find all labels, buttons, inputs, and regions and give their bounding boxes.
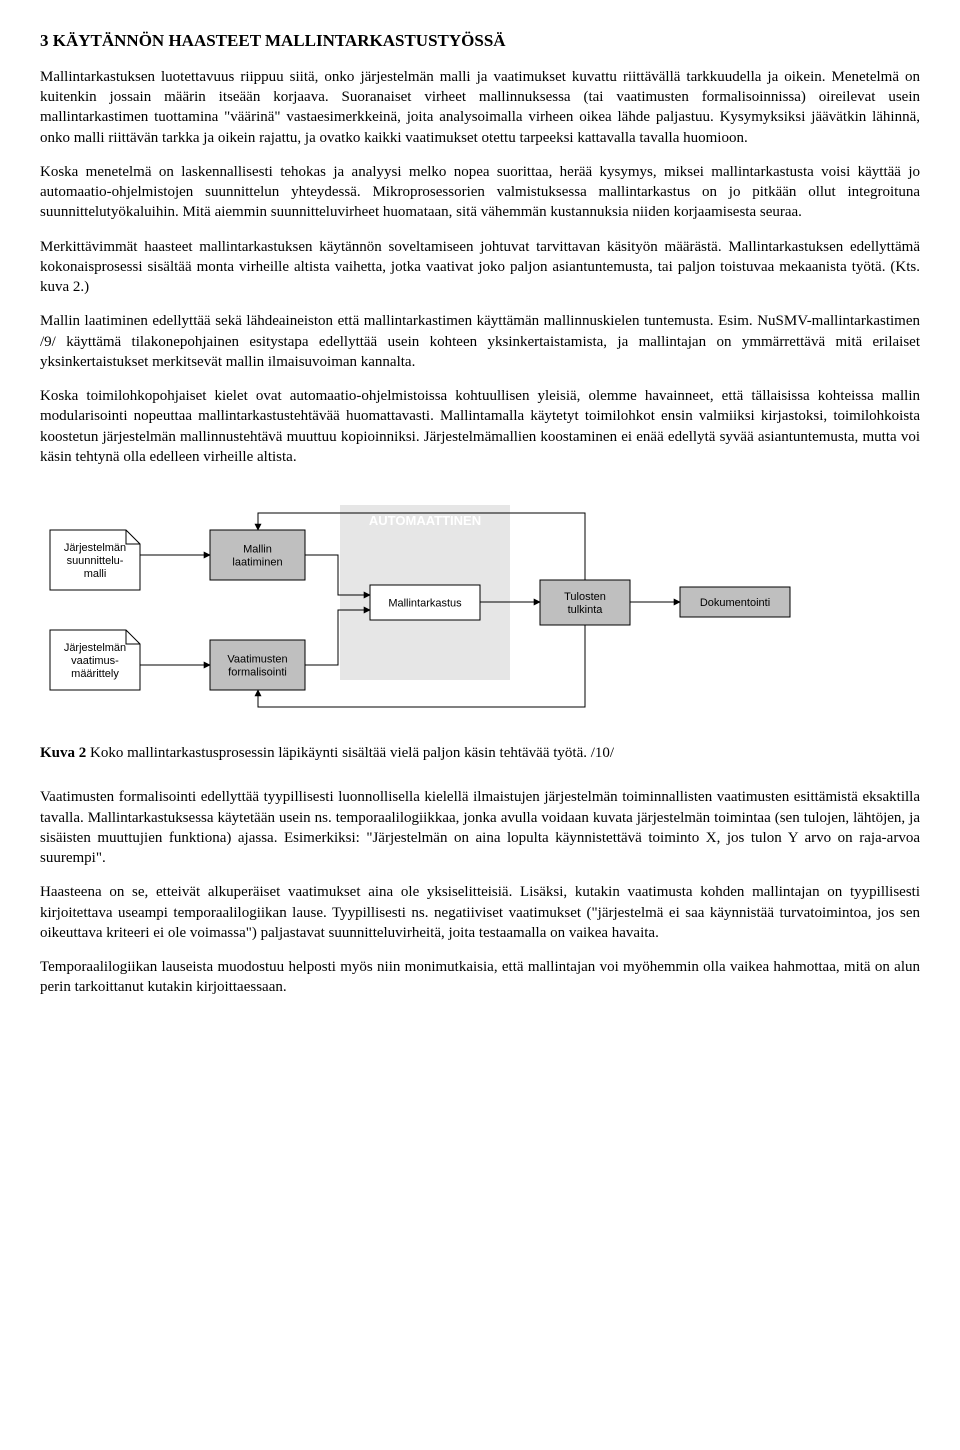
svg-text:määrittely: määrittely bbox=[71, 668, 119, 680]
svg-text:Tulosten: Tulosten bbox=[564, 591, 606, 603]
process-diagram: AUTOMAATTINENJärjestelmänsuunnittelu-mal… bbox=[40, 495, 920, 725]
figure-caption-text: Koko mallintarkastusprosessin läpikäynti… bbox=[86, 745, 614, 761]
paragraph: Mallintarkastuksen luotettavuus riippuu … bbox=[40, 67, 920, 148]
figure-label: Kuva 2 bbox=[40, 745, 86, 761]
svg-text:suunnittelu-: suunnittelu- bbox=[67, 555, 124, 567]
paragraph: Mallin laatiminen edellyttää sekä lähdea… bbox=[40, 311, 920, 372]
svg-text:Dokumentointi: Dokumentointi bbox=[700, 597, 770, 609]
svg-text:Järjestelmän: Järjestelmän bbox=[64, 642, 126, 654]
paragraph: Temporaalilogiikan lauseista muodostuu h… bbox=[40, 957, 920, 998]
section-heading: 3 KÄYTÄNNÖN HAASTEET MALLINTARKASTUSTYÖS… bbox=[40, 30, 920, 53]
svg-text:laatiminen: laatiminen bbox=[232, 557, 282, 569]
paragraph: Haasteena on se, etteivät alkuperäiset v… bbox=[40, 882, 920, 943]
paragraph: Koska toimilohkopohjaiset kielet ovat au… bbox=[40, 386, 920, 467]
svg-text:tulkinta: tulkinta bbox=[568, 604, 604, 616]
paragraph: Vaatimusten formalisointi edellyttää tyy… bbox=[40, 787, 920, 868]
svg-text:formalisointi: formalisointi bbox=[228, 667, 287, 679]
svg-text:Mallin: Mallin bbox=[243, 544, 272, 556]
svg-text:AUTOMAATTINEN: AUTOMAATTINEN bbox=[369, 513, 481, 528]
svg-text:Vaatimusten: Vaatimusten bbox=[227, 654, 287, 666]
svg-text:Järjestelmän: Järjestelmän bbox=[64, 542, 126, 554]
paragraph: Koska menetelmä on laskennallisesti teho… bbox=[40, 162, 920, 223]
svg-text:Mallintarkastus: Mallintarkastus bbox=[388, 598, 462, 610]
svg-text:malli: malli bbox=[84, 568, 107, 580]
figure-caption: Kuva 2 Koko mallintarkastusprosessin läp… bbox=[40, 743, 920, 763]
svg-text:vaatimus-: vaatimus- bbox=[71, 655, 119, 667]
paragraph: Merkittävimmät haasteet mallintarkastuks… bbox=[40, 237, 920, 298]
